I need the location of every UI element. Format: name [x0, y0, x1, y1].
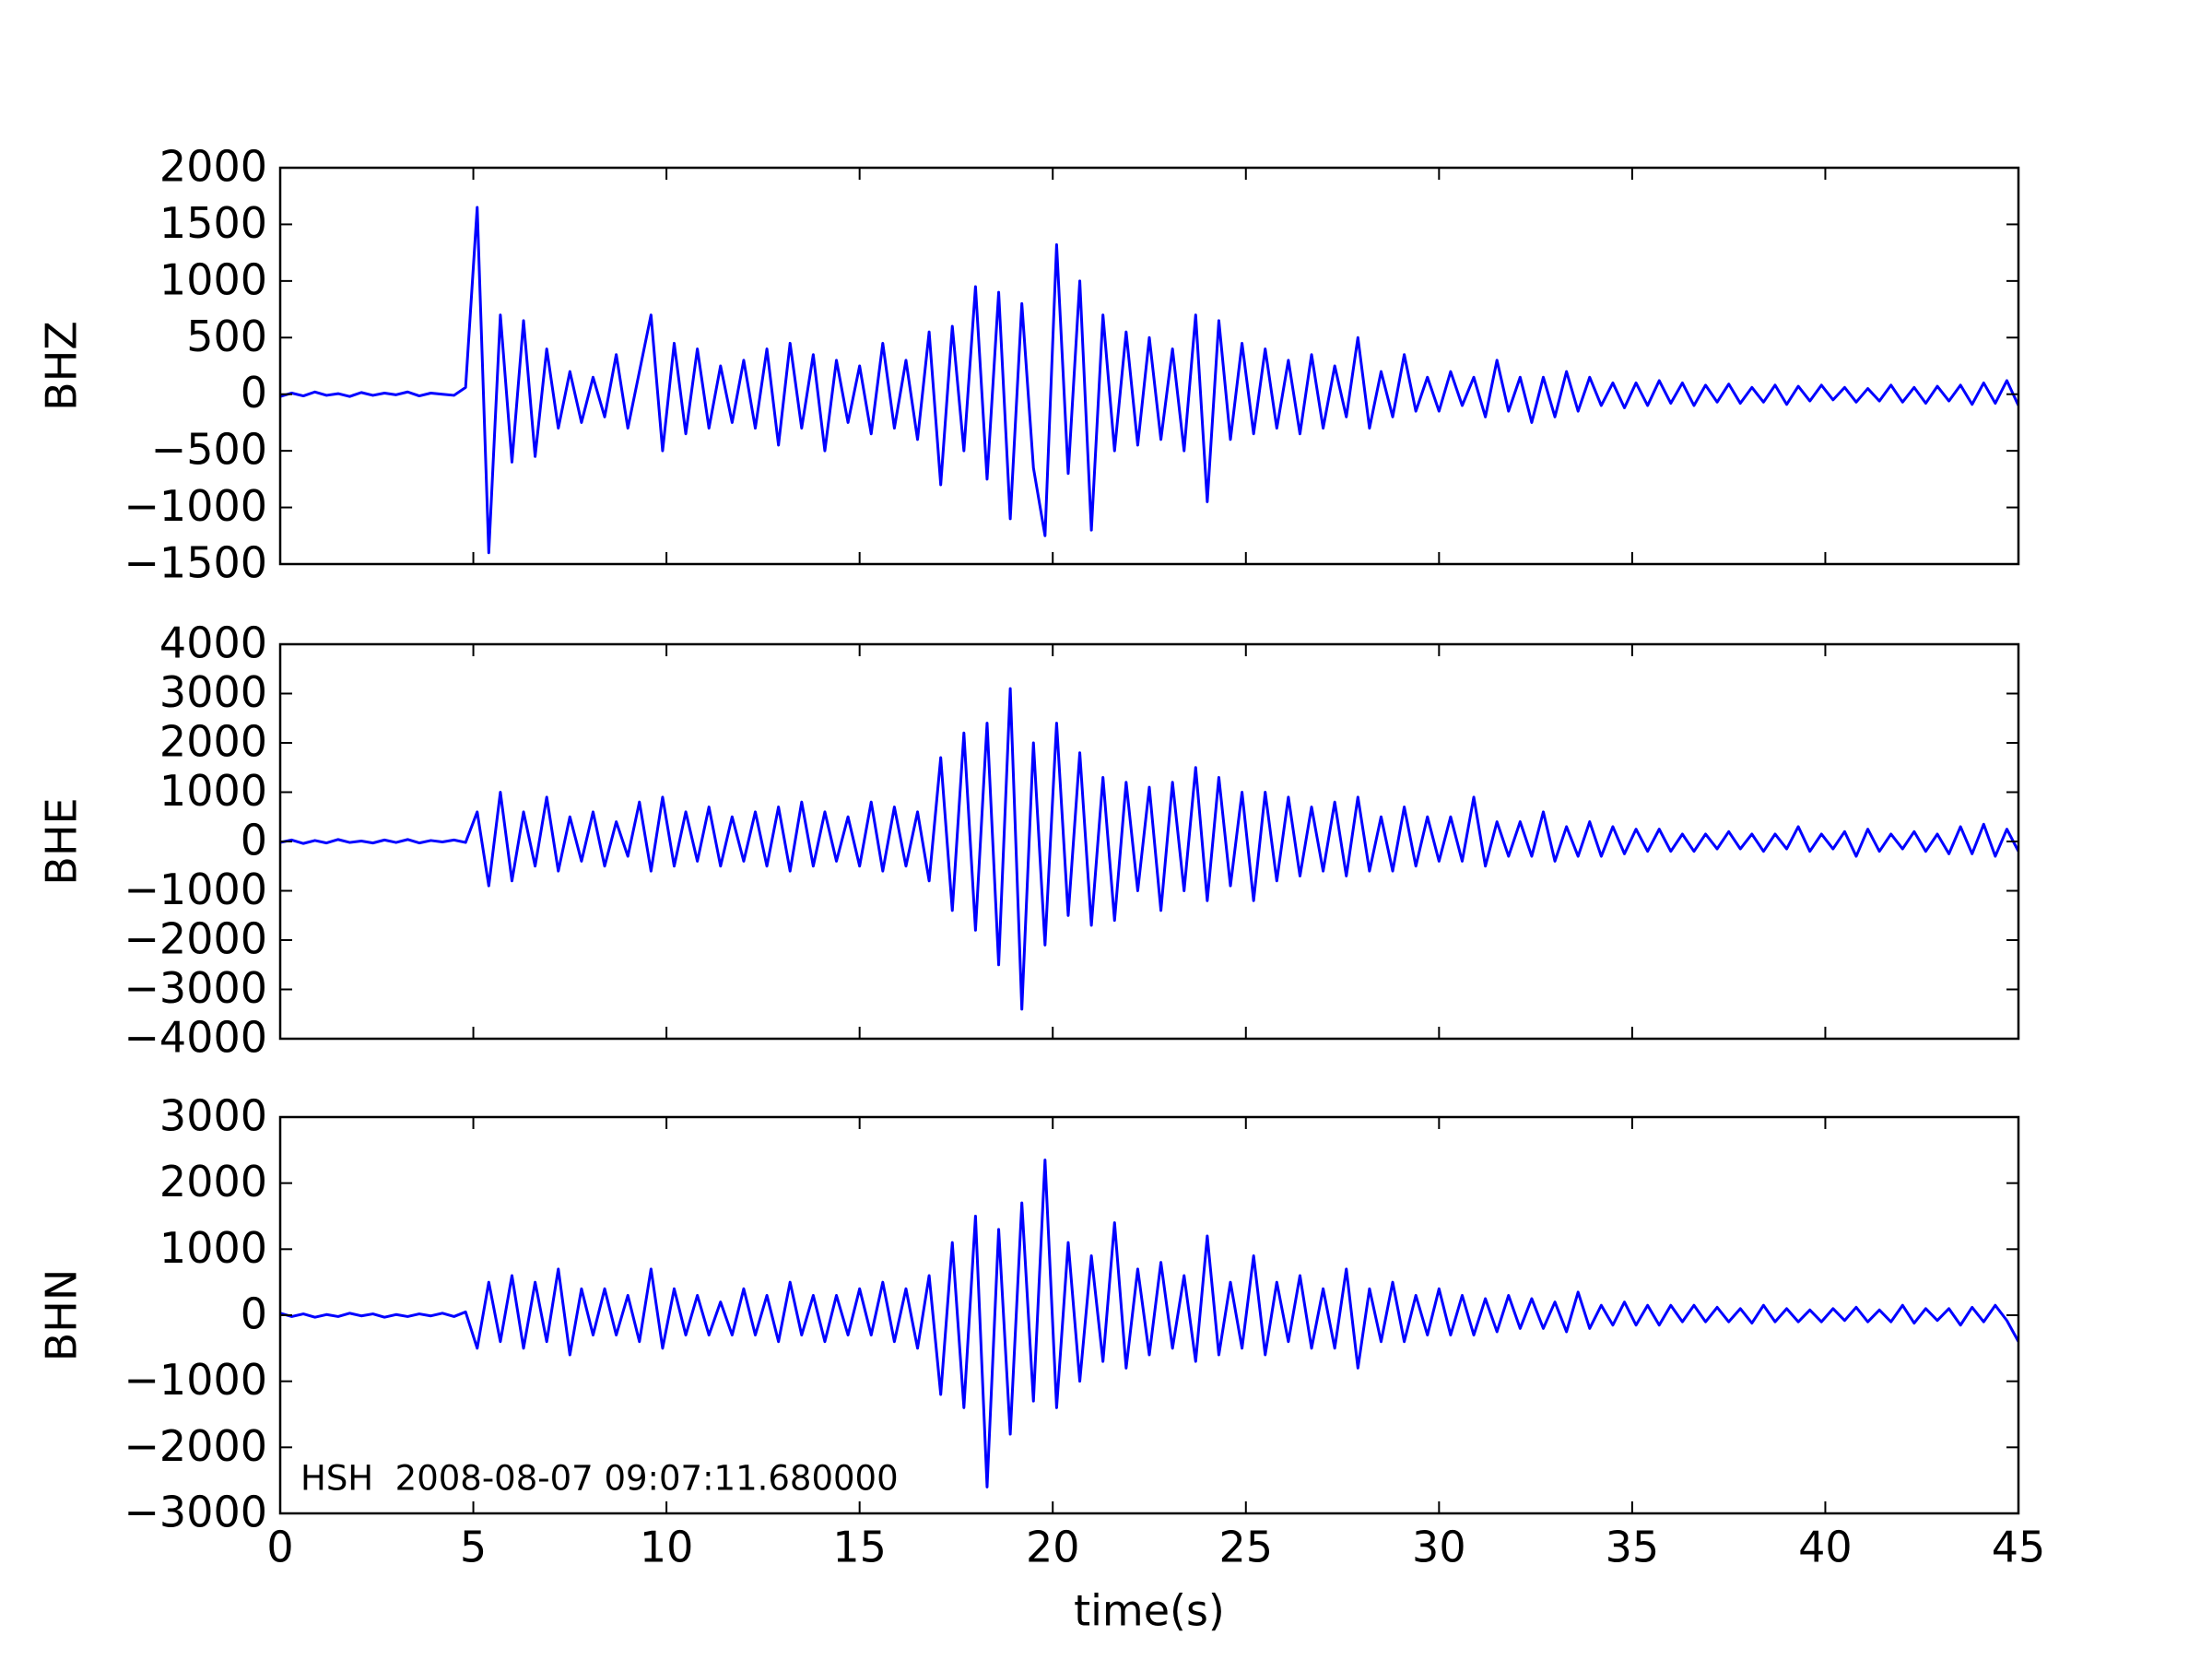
- y-tick-label: −2000: [124, 1421, 267, 1471]
- y-tick-label: −1000: [124, 1355, 267, 1405]
- y-tick-label: 1000: [159, 766, 267, 816]
- y-tick-label: 1000: [159, 1223, 267, 1273]
- y-tick-label: 3000: [159, 667, 267, 717]
- y-tick-label: −1500: [124, 538, 267, 588]
- x-tick-label: 10: [640, 1523, 694, 1572]
- x-tick-label: 20: [1026, 1523, 1080, 1572]
- y-tick-label: 2000: [159, 1157, 267, 1206]
- y-tick-label: 3000: [159, 1091, 267, 1141]
- y-tick-label: 0: [241, 1289, 267, 1339]
- x-tick-label: 5: [460, 1523, 487, 1572]
- y-tick-label: 1500: [159, 198, 267, 248]
- y-tick-label: 0: [241, 368, 267, 418]
- waveform: [280, 687, 2018, 1011]
- waveform: [280, 206, 2018, 555]
- y-tick-label: −500: [151, 425, 267, 475]
- x-tick-label: 35: [1606, 1523, 1660, 1572]
- x-tick-label: 45: [1992, 1523, 2046, 1572]
- x-tick-label: 15: [832, 1523, 887, 1572]
- x-tick-label: 40: [1798, 1523, 1853, 1572]
- y-tick-label: −3000: [124, 1488, 267, 1537]
- x-tick-label: 0: [266, 1523, 293, 1572]
- x-tick-label: 30: [1412, 1523, 1466, 1572]
- y-axis-label: BHE: [37, 797, 87, 885]
- y-tick-label: 2000: [159, 717, 267, 767]
- y-tick-label: −4000: [124, 1013, 267, 1063]
- axes-frame: [278, 166, 2020, 566]
- y-axis-label: BHN: [37, 1269, 87, 1362]
- y-tick-label: 500: [186, 312, 267, 361]
- waveform: [280, 1159, 2018, 1488]
- y-tick-label: 2000: [159, 142, 267, 192]
- y-tick-label: 4000: [159, 618, 267, 668]
- y-tick-label: −1000: [124, 865, 267, 914]
- y-tick-label: −1000: [124, 481, 267, 531]
- y-tick-label: 1000: [159, 254, 267, 304]
- y-axis-label: BHZ: [37, 321, 87, 411]
- x-axis-label: time(s): [1074, 1586, 1225, 1636]
- y-tick-label: −2000: [124, 914, 267, 964]
- annotation: HSH 2008-08-07 09:07:11.680000: [300, 1459, 899, 1499]
- y-tick-label: −3000: [124, 963, 267, 1013]
- x-tick-label: 25: [1219, 1523, 1274, 1572]
- y-tick-label: 0: [241, 816, 267, 865]
